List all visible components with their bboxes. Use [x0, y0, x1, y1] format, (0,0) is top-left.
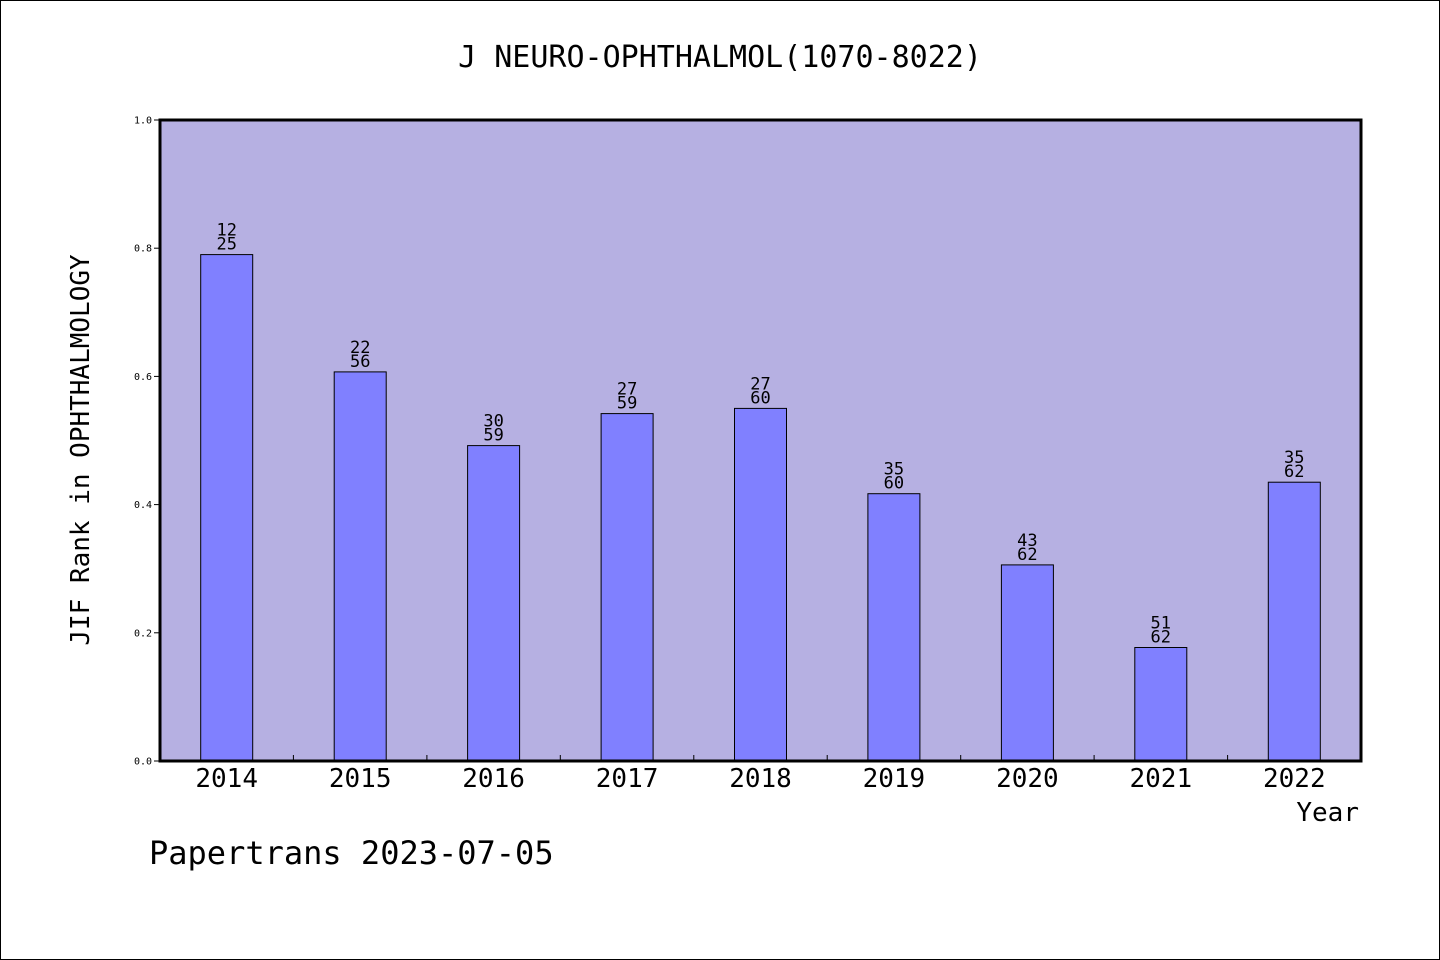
bar-series: [200, 254, 1321, 762]
x-tick-label-2016: 2016: [462, 764, 525, 794]
bar-rank-total-2020: 62: [1017, 545, 1037, 565]
x-tick-label-2022: 2022: [1263, 764, 1326, 794]
y-tick-label: 0.4: [134, 500, 152, 511]
bar-2022: [1267, 481, 1321, 762]
y-tick-label: 0.2: [134, 628, 152, 639]
chart-title: J NEURO-OPHTHALMOL(1070-8022): [458, 40, 982, 75]
bar-rank-total-2021: 62: [1151, 628, 1171, 648]
bar-2016: [467, 445, 521, 762]
bar-rank-label-2015: 22: [350, 338, 370, 358]
x-tick-label-2017: 2017: [596, 764, 659, 794]
x-tick-label-2021: 2021: [1129, 764, 1192, 794]
x-axis: 2014 2015 2016 2017 2018 2019 2020 2021 2022: [195, 755, 1326, 794]
bar-rank-label-2016: 30: [483, 412, 503, 432]
x-tick-label-2020: 2020: [996, 764, 1059, 794]
bar-2017: [600, 413, 654, 762]
bar-2015: [333, 371, 387, 762]
bar-rank-label-2014: 12: [216, 221, 236, 241]
x-tick-label-2019: 2019: [863, 764, 926, 794]
bar-rank-label-2019: 35: [884, 460, 904, 480]
x-tick-label-2014: 2014: [195, 764, 258, 794]
bar-2021: [1134, 647, 1188, 762]
bar-rank-label-2018: 27: [750, 374, 770, 394]
plot-border: [158, 118, 1363, 763]
x-tick-label-2018: 2018: [729, 764, 792, 794]
footer-credit: Papertrans 2023-07-05: [149, 834, 554, 872]
bar-rank-total-2022: 62: [1284, 462, 1304, 482]
y-tick-label: 0.6: [134, 372, 152, 383]
y-tick-label: 0.8: [134, 244, 152, 255]
bar-rank-total-2015: 56: [350, 352, 370, 372]
x-tick-label-2015: 2015: [329, 764, 392, 794]
y-axis-label: JIF Rank in OPHTHALMOLOGY: [66, 254, 96, 646]
bar-2018: [734, 407, 787, 762]
bar-rank-total-2017: 59: [617, 394, 637, 414]
bar-rank-label-2022: 35: [1284, 448, 1304, 468]
bar-rank-total-2014: 25: [216, 235, 236, 255]
bar-rank-label-2021: 51: [1151, 614, 1171, 634]
bar-rank-label-2020: 43: [1017, 531, 1037, 551]
bar-rank-label-2017: 27: [617, 380, 637, 400]
bar-2020: [1000, 564, 1054, 762]
x-axis-label: Year: [1296, 798, 1359, 828]
y-tick-label: 1.0: [134, 116, 152, 127]
bar-rank-total-2016: 59: [483, 426, 503, 446]
y-axis: 0.0 0.2 0.4 0.6 0.8 1.0: [134, 116, 160, 768]
y-tick-label: 0.0: [134, 757, 152, 768]
bar-rank-total-2018: 60: [750, 388, 770, 408]
bar-2014: [200, 254, 254, 762]
bar-2019: [867, 493, 921, 762]
bar-rank-total-2019: 60: [884, 474, 904, 494]
